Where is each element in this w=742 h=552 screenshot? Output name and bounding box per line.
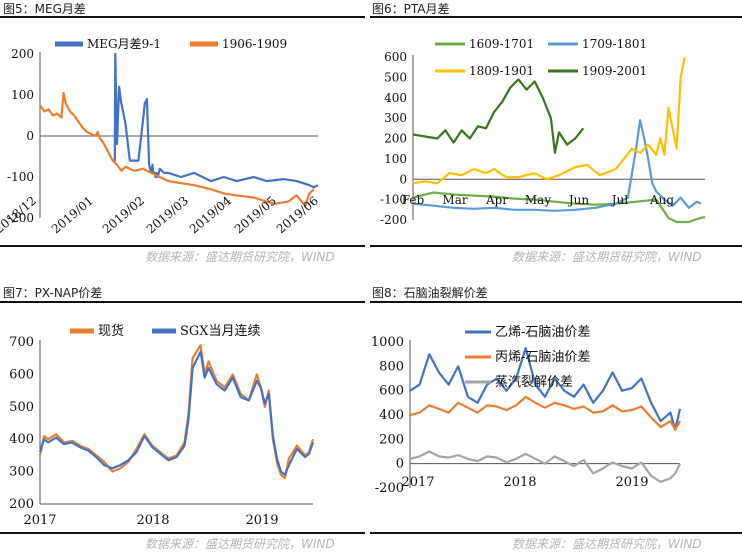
y-tick-label: 0 (396, 457, 404, 472)
y-tick-label: 500 (384, 70, 407, 84)
series-line (38, 350, 315, 476)
bottom-rule (0, 245, 365, 247)
source-note: 数据来源：盛达期货研究院，WIND (512, 250, 702, 264)
x-tick-label: 2019 (245, 513, 278, 528)
source-note: 数据来源：盛达期货研究院，WIND (512, 537, 702, 551)
series-line (412, 191, 706, 224)
x-tick-label: 2019 (615, 475, 648, 490)
y-tick-label: -100 (380, 193, 407, 207)
y-tick-label: 200 (11, 47, 34, 61)
title-rule (370, 16, 742, 18)
series-line (39, 91, 315, 207)
series-line (412, 56, 686, 185)
pta-spread-chart: 600 500 400 300 200 100 0 -100 -200 Feb Mar Apr May J… (380, 37, 706, 227)
legend-label: SGX当月连续 (180, 323, 261, 339)
title-rule (370, 301, 742, 303)
x-tick-label: May (525, 193, 551, 207)
x-tick-label: Mar (442, 193, 467, 207)
y-tick-label: -200 (375, 481, 404, 496)
legend-label: 1906-1909 (222, 37, 287, 51)
x-tick-label: 2019/02 (100, 194, 147, 237)
legend-label: MEG月差9-1 (87, 37, 161, 51)
series-line (409, 346, 682, 431)
x-tick-label: 2019/06 (274, 194, 321, 237)
x-tick-label: Apr (485, 193, 508, 207)
y-tick-label: -200 (380, 213, 407, 227)
y-tick-label: 500 (9, 400, 34, 415)
y-tick-label: 200 (379, 432, 404, 447)
x-tick-label: 2017 (23, 513, 56, 528)
y-tick-label: 400 (379, 408, 404, 423)
y-tick-label: 600 (9, 367, 34, 382)
legend-label: 现货 (98, 323, 124, 339)
series-line (412, 78, 585, 154)
bottom-rule (0, 532, 365, 534)
x-tick-label: 2019/03 (144, 194, 191, 237)
x-tick-label: Feb (402, 193, 425, 207)
y-tick-label: 0 (26, 129, 34, 143)
y-tick-label: -200 (7, 211, 34, 225)
y-tick-label: 100 (384, 152, 407, 166)
y-tick-label: 700 (9, 335, 34, 350)
y-tick-label: 1000 (371, 335, 404, 350)
x-tick-label: Jun (567, 193, 590, 207)
y-tick-label: 300 (384, 111, 407, 125)
title-rule (0, 301, 365, 303)
legend-label: 1809-1901 (469, 64, 534, 78)
x-tick-label: Aug (649, 193, 674, 207)
series-line (409, 450, 681, 483)
x-tick-label: 2019/01 (49, 194, 96, 237)
series-line (409, 395, 681, 431)
source-note: 数据来源：盛达期货研究院，WIND (145, 537, 335, 551)
x-tick-label: Jul (610, 193, 629, 207)
x-tick-label: 2019/04 (187, 193, 234, 236)
y-tick-label: 600 (379, 384, 404, 399)
series-line (112, 52, 319, 189)
bottom-rule (370, 532, 742, 534)
y-tick-label: 200 (9, 497, 34, 512)
legend-label: 蒸汽裂解价差 (495, 375, 573, 390)
source-note: 数据来源：盛达期货研究院，WIND (145, 250, 335, 264)
y-tick-label: 100 (11, 88, 34, 102)
y-tick-label: 600 (384, 50, 407, 64)
y-tick-label: 300 (9, 465, 34, 480)
bottom-rule (370, 245, 742, 247)
chart-title: 图6：PTA月差 (372, 2, 450, 16)
legend-label: 乙烯-石脑油价差 (495, 325, 590, 340)
legend-label: 丙烯-石脑油价差 (495, 350, 590, 365)
chart-title: 图5：MEG月差 (3, 2, 86, 16)
x-tick-label: 2019/05 (232, 194, 279, 237)
chart-title: 图8：石脑油裂解价差 (372, 286, 488, 300)
series-line (412, 119, 702, 212)
x-tick-label: 2018 (136, 513, 169, 528)
legend-label: 1609-1701 (469, 37, 534, 51)
y-tick-label: 400 (384, 91, 407, 105)
title-rule (0, 16, 365, 18)
legend-label: 1709-1801 (582, 37, 647, 51)
y-tick-label: -100 (7, 170, 34, 184)
x-tick-label: 2018 (503, 475, 536, 490)
y-tick-label: 400 (9, 432, 34, 447)
chart-title: 图7：PX-NAP价差 (3, 286, 103, 300)
legend-label: 1909-2001 (582, 64, 647, 78)
y-tick-label: 0 (399, 172, 407, 186)
y-tick-label: 200 (384, 132, 407, 146)
x-tick-label: 2017 (401, 475, 434, 490)
y-tick-label: 800 (379, 359, 404, 374)
